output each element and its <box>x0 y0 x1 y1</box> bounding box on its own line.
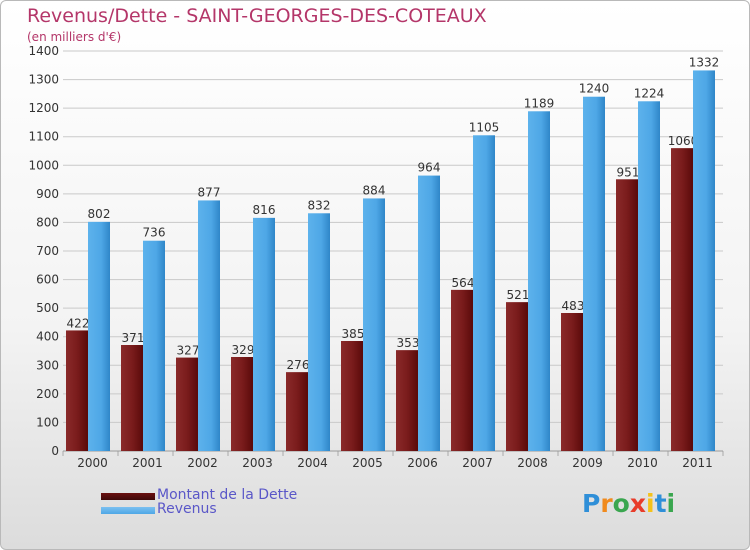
bar-debt <box>66 330 88 451</box>
bar-revenue <box>198 200 220 451</box>
bar-debt <box>176 357 198 451</box>
x-tick-label: 2004 <box>297 456 328 470</box>
proxiti-logo: Proxiti <box>582 489 675 518</box>
data-label-debt: 422 <box>67 316 90 330</box>
legend-swatch-revenue <box>101 507 155 514</box>
logo-letter: x <box>629 489 646 518</box>
data-label-revenue: 1332 <box>689 55 720 69</box>
logo-letter: i <box>646 489 655 518</box>
logo-letter: o <box>612 489 630 518</box>
data-label-debt: 521 <box>507 288 530 302</box>
logo-letter: i <box>666 489 676 518</box>
bar-debt <box>121 345 143 451</box>
bar-revenue <box>253 217 275 451</box>
y-tick-label: 1300 <box>28 73 59 87</box>
x-tick-label: 2000 <box>77 456 108 470</box>
y-tick-label: 100 <box>36 415 59 429</box>
y-tick-label: 200 <box>36 387 59 401</box>
bar-revenue <box>583 96 605 451</box>
bar-debt <box>561 313 583 451</box>
legend-swatch-debt <box>101 493 155 500</box>
bar-debt <box>451 289 473 451</box>
data-label-debt: 564 <box>452 276 475 290</box>
y-tick-label: 500 <box>36 301 59 315</box>
chart-title: Revenus/Dette - SAINT-GEORGES-DES-COTEAU… <box>27 5 487 27</box>
bar-debt <box>396 350 418 451</box>
y-tick-label: 300 <box>36 358 59 372</box>
y-tick-label: 700 <box>36 244 59 258</box>
logo-letter: t <box>654 489 667 518</box>
legend-label-revenue: Revenus <box>157 501 217 517</box>
data-label-revenue: 1240 <box>579 82 610 96</box>
data-label-revenue: 877 <box>198 185 221 199</box>
bar-debt <box>341 341 363 451</box>
data-label-revenue: 964 <box>418 161 441 175</box>
data-label-debt: 371 <box>122 331 145 345</box>
data-label-revenue: 884 <box>363 183 386 197</box>
data-label-debt: 385 <box>342 327 365 341</box>
data-label-debt: 276 <box>287 358 310 372</box>
legend-label-debt: Montant de la Dette <box>157 487 298 503</box>
bar-revenue <box>308 213 330 451</box>
y-tick-label: 1200 <box>28 101 59 115</box>
bar-revenue <box>143 240 165 451</box>
data-label-revenue: 1105 <box>469 120 500 134</box>
data-label-debt: 1060 <box>668 134 699 148</box>
x-tick-label: 2011 <box>682 456 713 470</box>
data-label-debt: 951 <box>617 165 640 179</box>
bar-debt <box>506 302 528 451</box>
x-tick-label: 2007 <box>462 456 493 470</box>
bar-revenue <box>363 198 385 451</box>
x-tick-label: 2005 <box>352 456 383 470</box>
bar-revenue <box>418 175 440 452</box>
y-tick-label: 1000 <box>28 158 59 172</box>
logo-letter: P <box>582 489 601 518</box>
x-tick-label: 2002 <box>187 456 218 470</box>
data-label-debt: 329 <box>232 343 255 357</box>
y-tick-label: 900 <box>36 187 59 201</box>
y-tick-label: 400 <box>36 330 59 344</box>
x-tick-label: 2008 <box>517 456 548 470</box>
data-label-revenue: 832 <box>308 198 331 212</box>
y-tick-label: 1400 <box>28 44 59 58</box>
x-tick-label: 2003 <box>242 456 273 470</box>
bar-revenue <box>473 135 495 452</box>
bar-debt <box>671 148 693 451</box>
data-label-revenue: 736 <box>143 226 166 240</box>
x-tick-label: 2006 <box>407 456 438 470</box>
bar-revenue <box>693 70 715 451</box>
y-tick-label: 0 <box>51 444 59 458</box>
x-tick-label: 2010 <box>627 456 658 470</box>
data-label-revenue: 802 <box>88 207 111 221</box>
data-label-debt: 483 <box>562 299 585 313</box>
y-tick-label: 600 <box>36 273 59 287</box>
bar-revenue <box>528 111 550 452</box>
bar-debt <box>231 357 253 451</box>
bar-debt <box>286 372 308 451</box>
data-label-debt: 353 <box>397 336 420 350</box>
bar-debt <box>616 179 638 452</box>
bar-revenue <box>638 101 660 452</box>
chart-subtitle: (en milliers d'€) <box>27 30 122 44</box>
data-label-revenue: 1224 <box>634 86 665 100</box>
data-label-revenue: 816 <box>253 203 276 217</box>
logo-letter: r <box>600 489 613 518</box>
x-tick-label: 2009 <box>572 456 603 470</box>
bar-revenue <box>88 221 110 451</box>
data-label-revenue: 1189 <box>524 96 555 110</box>
data-label-debt: 327 <box>177 344 200 358</box>
y-tick-label: 800 <box>36 215 59 229</box>
y-tick-label: 1100 <box>28 130 59 144</box>
x-tick-label: 2001 <box>132 456 163 470</box>
